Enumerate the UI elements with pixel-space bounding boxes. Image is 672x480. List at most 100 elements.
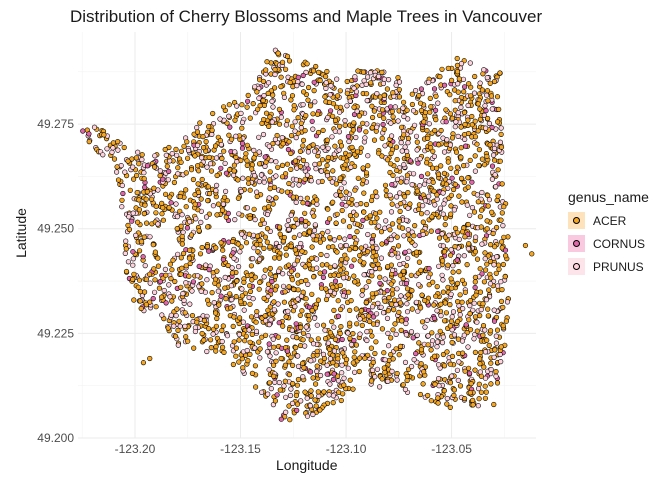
tree-point-acer [456, 76, 462, 82]
tree-point-acer [172, 333, 179, 339]
tree-point-acer [231, 314, 237, 320]
tree-point-prunus [256, 95, 262, 101]
tree-point-prunus [467, 60, 473, 66]
tree-point-acer [396, 309, 402, 316]
tree-point-acer [472, 314, 479, 320]
tree-point-prunus [420, 203, 426, 209]
tree-point-cornus [163, 300, 169, 306]
tree-point-acer [355, 68, 361, 74]
tree-point-prunus [397, 261, 403, 268]
tree-point-acer [278, 355, 284, 362]
tree-point-acer [342, 122, 348, 128]
tree-point-acer [313, 381, 319, 387]
tree-point-acer [205, 297, 211, 303]
tree-point-acer [306, 317, 312, 323]
tree-point-prunus [269, 98, 275, 104]
tree-point-acer [467, 298, 474, 304]
tree-point-acer [337, 88, 343, 94]
tree-point-acer [394, 156, 400, 163]
tree-point-acer [436, 235, 443, 241]
tree-point-acer [361, 209, 367, 215]
tree-point-acer [459, 199, 465, 205]
tree-point-prunus [473, 234, 479, 240]
tree-point-acer [337, 123, 343, 129]
tree-point-acer [235, 241, 241, 247]
tree-point-acer [264, 59, 270, 65]
y-tick-label: 49.250 [37, 222, 74, 236]
tree-point-cornus [339, 336, 345, 343]
tree-point-prunus [261, 92, 267, 99]
tree-point-acer [134, 172, 140, 179]
tree-point-prunus [398, 140, 404, 146]
tree-point-acer [170, 257, 176, 263]
tree-point-acer [303, 296, 309, 302]
tree-point-acer [379, 135, 385, 141]
tree-point-acer [456, 193, 462, 199]
tree-point-acer [127, 187, 133, 193]
tree-point-acer [484, 153, 490, 159]
tree-point-acer [298, 324, 304, 331]
tree-point-prunus [370, 367, 376, 373]
tree-point-acer [409, 288, 415, 294]
tree-point-prunus [393, 302, 399, 308]
tree-point-prunus [375, 300, 381, 307]
tree-point-prunus [333, 192, 339, 198]
tree-point-prunus [182, 323, 188, 329]
tree-point-acer [327, 330, 334, 336]
tree-point-prunus [444, 395, 450, 402]
tree-point-prunus [268, 386, 274, 392]
tree-point-acer [234, 278, 240, 284]
tree-point-acer [488, 93, 495, 99]
tree-point-acer [459, 229, 466, 235]
tree-point-prunus [437, 205, 444, 211]
tree-point-prunus [425, 333, 431, 339]
tree-point-prunus [361, 272, 367, 278]
tree-point-acer [436, 142, 442, 148]
tree-point-prunus [314, 265, 320, 271]
tree-point-acer [363, 129, 369, 135]
tree-point-acer [159, 200, 165, 206]
tree-point-acer [213, 344, 219, 350]
tree-point-acer [499, 239, 505, 245]
tree-point-acer [465, 117, 471, 123]
tree-point-prunus [452, 124, 458, 130]
tree-point-acer [498, 131, 504, 137]
tree-point-acer [405, 190, 411, 196]
tree-point-prunus [374, 366, 381, 372]
tree-point-acer [382, 182, 389, 188]
tree-point-prunus [461, 253, 467, 259]
tree-point-prunus [199, 155, 205, 161]
tree-point-acer [474, 328, 480, 334]
tree-point-acer [293, 216, 299, 222]
tree-point-prunus [426, 121, 432, 127]
tree-point-acer [136, 161, 142, 167]
tree-point-prunus [389, 133, 395, 139]
tree-point-acer [294, 382, 301, 388]
tree-point-acer [111, 156, 118, 162]
tree-point-acer [499, 210, 505, 216]
tree-point-prunus [411, 171, 417, 177]
x-tick-label: -123.15 [220, 442, 261, 456]
legend-label-acer: ACER [593, 213, 627, 228]
tree-point-prunus [365, 153, 371, 159]
tree-point-prunus [305, 333, 311, 339]
tree-point-acer [347, 335, 353, 342]
tree-point-prunus [385, 378, 391, 385]
tree-point-acer [441, 170, 448, 176]
tree-point-acer [297, 163, 304, 170]
tree-point-acer [279, 188, 285, 194]
tree-point-prunus [142, 263, 148, 269]
tree-point-acer [479, 156, 486, 162]
tree-point-acer [485, 313, 491, 319]
tree-point-prunus [133, 232, 139, 238]
tree-point-acer [353, 306, 359, 312]
tree-point-prunus [119, 182, 125, 189]
tree-point-prunus [213, 188, 219, 194]
tree-point-acer [244, 158, 250, 164]
tree-point-acer [330, 199, 336, 205]
tree-point-acer [213, 310, 219, 316]
tree-point-cornus [388, 104, 394, 110]
tree-point-prunus [338, 185, 344, 191]
tree-point-prunus [310, 233, 316, 239]
tree-point-acer [427, 109, 433, 115]
